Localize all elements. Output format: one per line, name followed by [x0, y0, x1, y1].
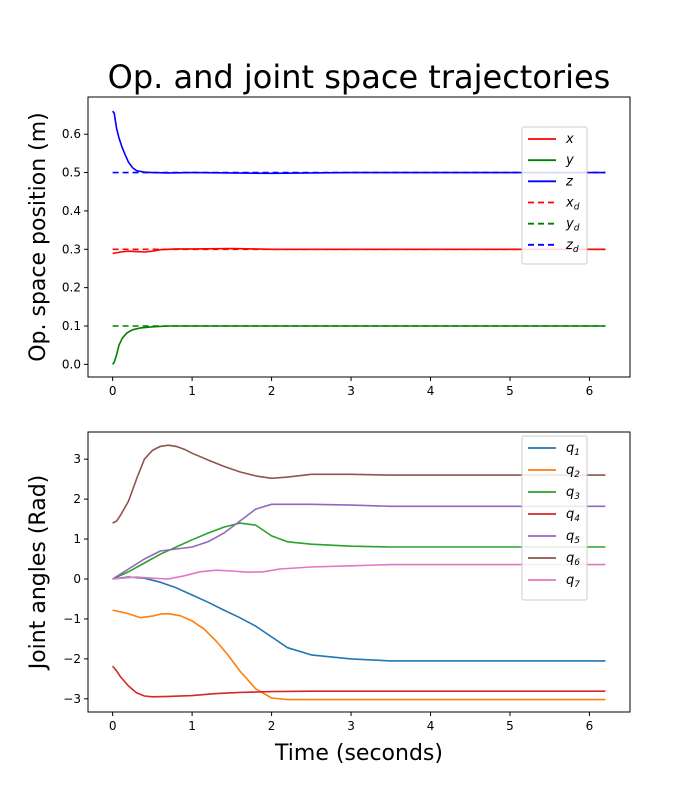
- legend-label: q1: [566, 441, 580, 458]
- x-tick-label: 0: [109, 719, 117, 733]
- legend-label: y: [565, 153, 574, 168]
- legend-label: xd: [565, 196, 580, 213]
- legend-label: zd: [565, 238, 579, 255]
- y-tick-label: 2: [73, 492, 81, 506]
- legend-box: [521, 435, 588, 601]
- series-line-q-4: [111, 665, 606, 698]
- series-line-q-6: [112, 444, 606, 524]
- bottom-chart-ylabel: Joint angles (Rad): [26, 475, 51, 672]
- x-tick-label: 5: [506, 719, 514, 733]
- legend: q1 q2 q3 q4 q5 q6 q7: [521, 435, 588, 601]
- y-tick-label: 1: [73, 532, 81, 546]
- x-tick-label: 3: [347, 384, 355, 398]
- legend-label: x: [565, 132, 574, 147]
- y-tick-label: 0: [73, 572, 81, 586]
- op-space-chart: 0 1 2 3 4 5 6 0.0 0.1 0.2 0.3 0.4 0.5 0.6 xyz xd yd zd: [62, 96, 631, 398]
- x-tick-label: 3: [347, 719, 355, 733]
- joint-angles-chart: 0 1 2 3 4 5 6 −3 −2 −1 0 1 2 3 q1 q2 q3 q4 q5 q6 q7: [63, 431, 631, 733]
- plot-frame: [87, 96, 631, 378]
- legend-label: q7: [566, 573, 580, 590]
- y-tick-label: 0.3: [62, 242, 81, 256]
- series-line-y: [111, 325, 606, 365]
- x-tick-label: 4: [427, 384, 435, 398]
- series-line-q-3: [112, 522, 606, 580]
- legend: xyz xd yd zd: [521, 126, 588, 265]
- plot-frame: [87, 431, 631, 713]
- series-line-q-5: [112, 503, 606, 580]
- x-tick-label: 6: [586, 719, 594, 733]
- x-tick-label: 1: [188, 719, 196, 733]
- legend-label: yd: [565, 217, 580, 234]
- series-line-q-1: [112, 576, 606, 662]
- figure-title: Op. and joint space trajectories: [108, 58, 611, 96]
- y-tick-label: −3: [63, 692, 81, 706]
- y-tick-label: 0.2: [62, 281, 81, 295]
- y-tick-label: 0.0: [62, 357, 81, 371]
- series-line-q-2: [112, 609, 606, 701]
- bottom-chart-xlabel: Time (seconds): [274, 741, 443, 766]
- y-tick-label: −2: [63, 652, 81, 666]
- y-tick-label: 0.4: [62, 204, 81, 218]
- y-tick-label: 0.5: [62, 166, 81, 180]
- y-tick-label: 3: [73, 452, 81, 466]
- legend-box: [521, 126, 588, 265]
- x-tick-label: 4: [427, 719, 435, 733]
- x-tick-label: 1: [188, 384, 196, 398]
- legend-label: q3: [566, 485, 580, 502]
- x-tick-label: 2: [268, 384, 276, 398]
- y-tick-label: −1: [63, 612, 81, 626]
- legend-label: q2: [566, 463, 580, 480]
- x-tick-label: 0: [109, 384, 117, 398]
- x-tick-label: 5: [506, 384, 514, 398]
- x-tick-label: 6: [586, 384, 594, 398]
- legend-label: q4: [566, 507, 580, 524]
- top-chart-ylabel: Op. space position (m): [26, 112, 51, 362]
- x-tick-label: 2: [268, 719, 276, 733]
- series-line-q-7: [112, 563, 606, 580]
- legend-label: q6: [566, 551, 580, 568]
- legend-label: z: [565, 174, 574, 189]
- y-tick-label: 0.1: [62, 319, 81, 333]
- legend-label: q5: [566, 529, 580, 546]
- y-tick-label: 0.6: [62, 127, 81, 141]
